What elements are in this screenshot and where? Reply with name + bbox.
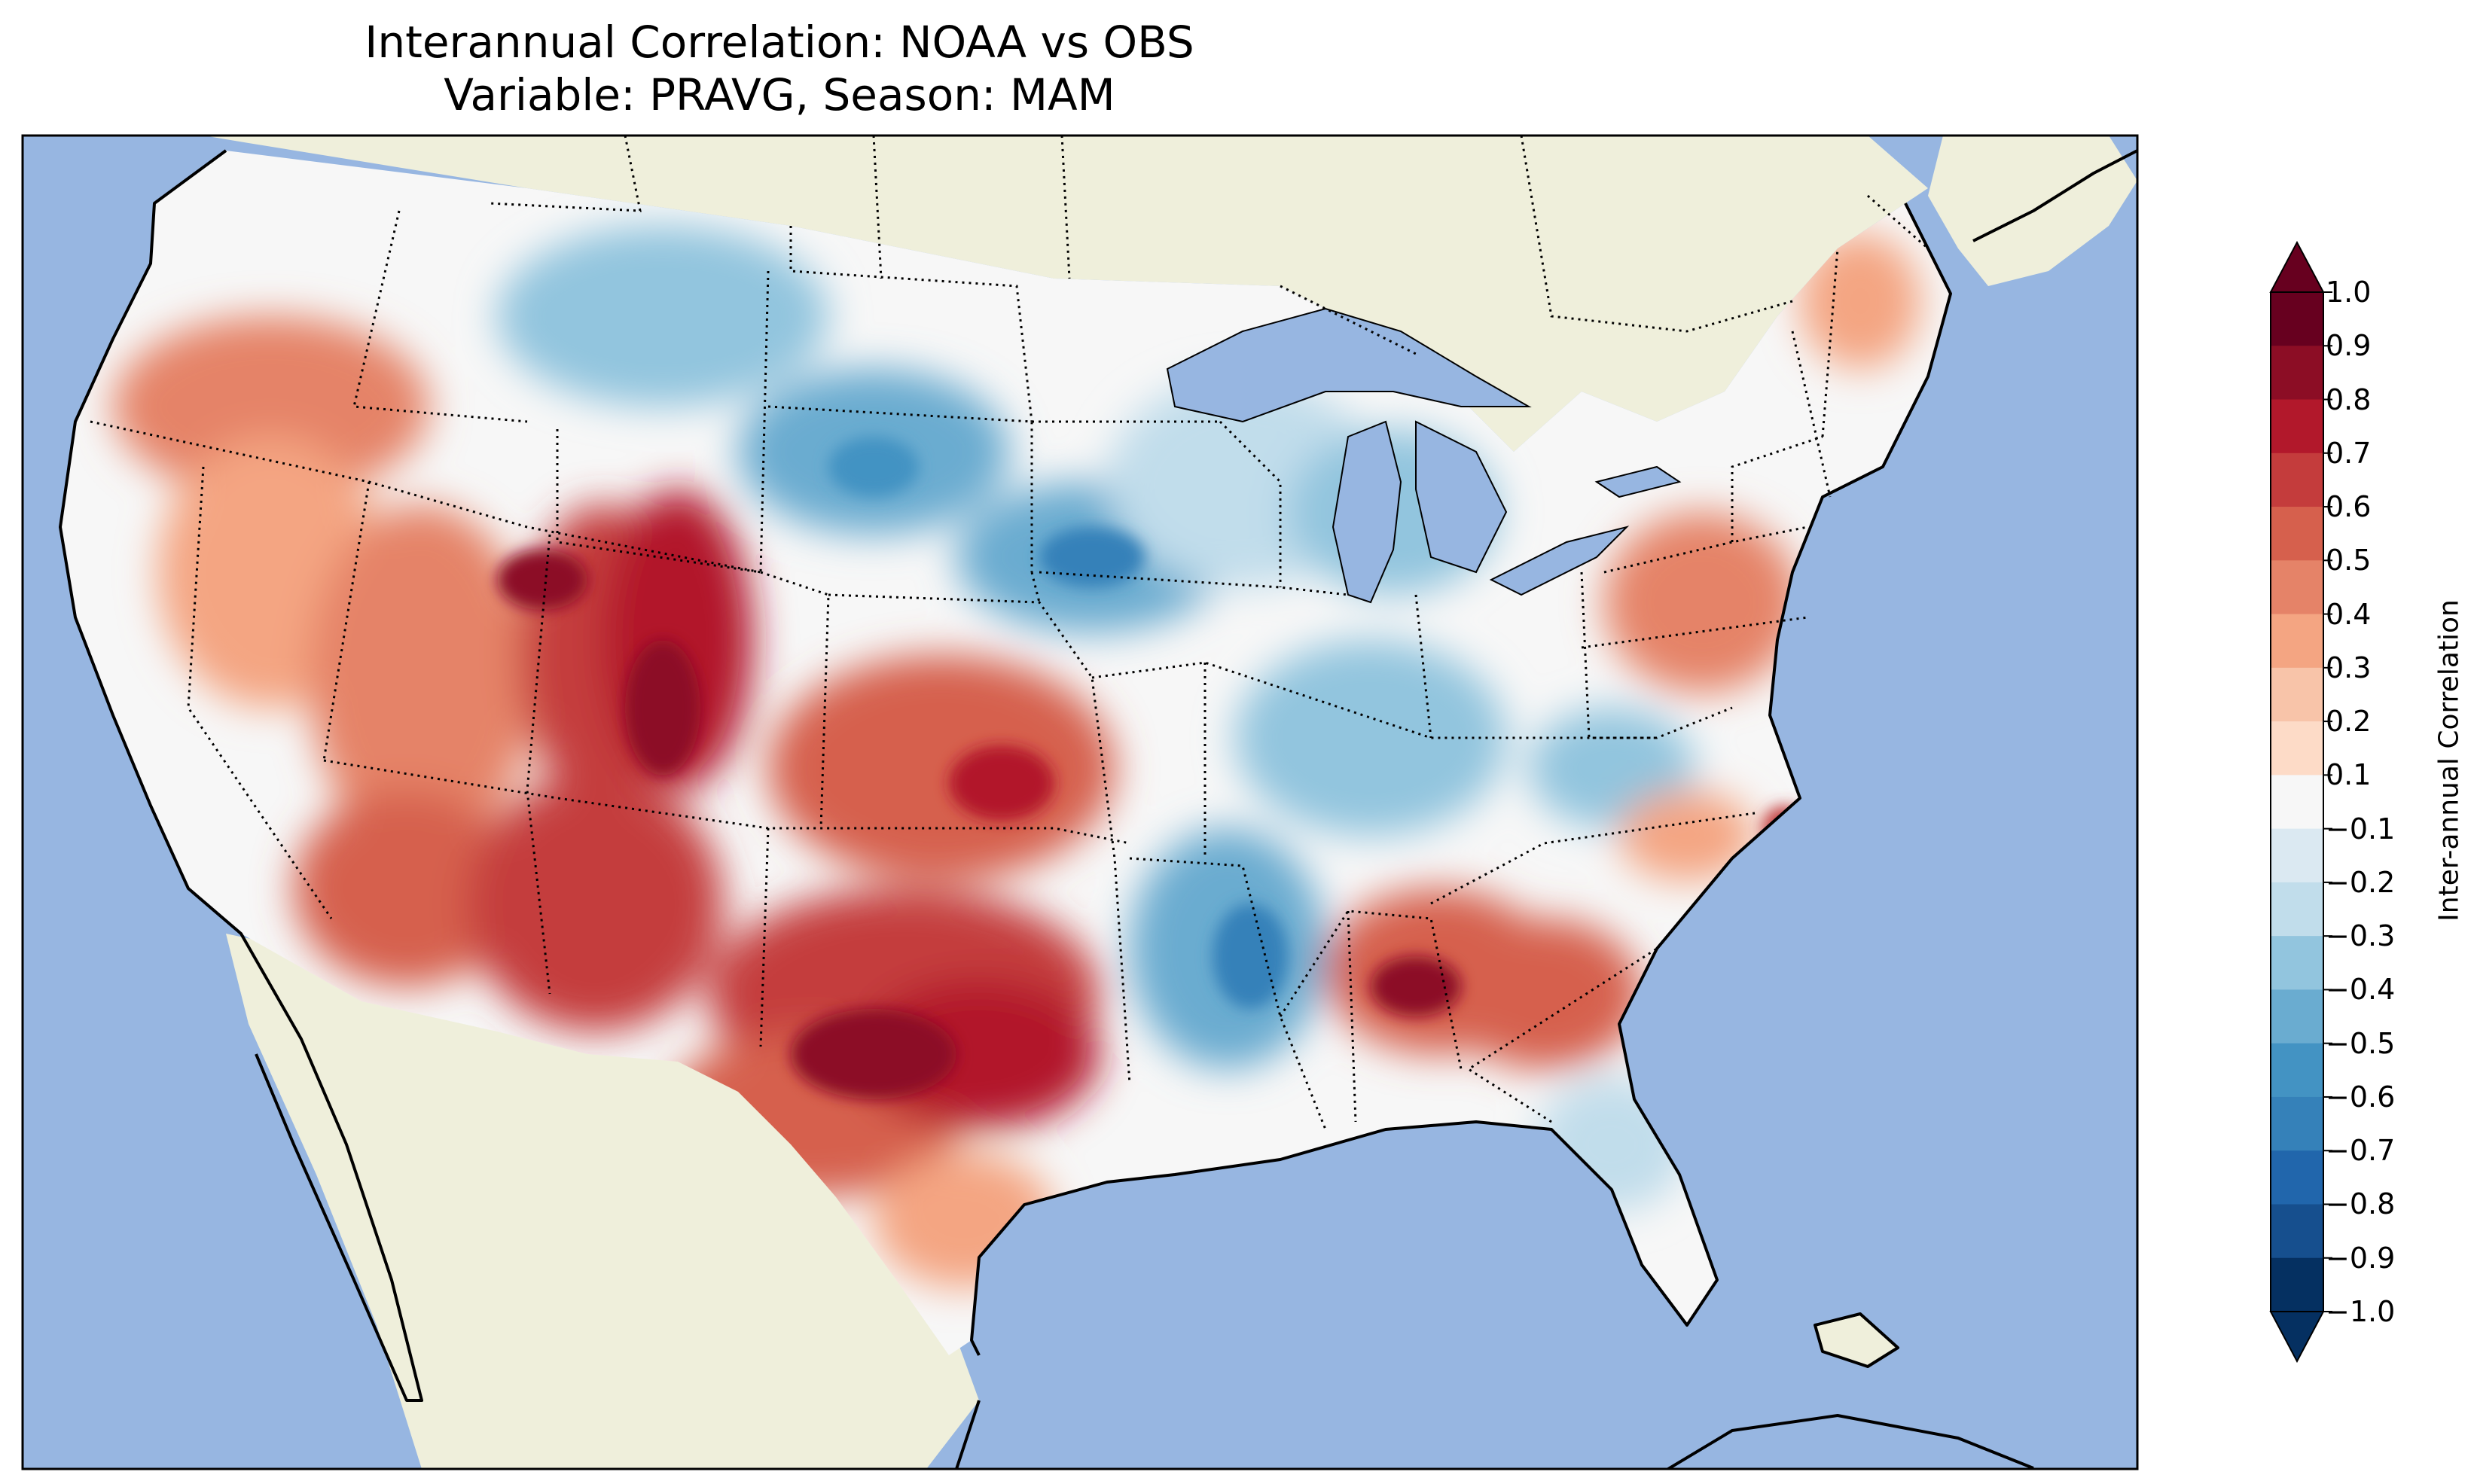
colorbar-tick-label: 1.0 [2326, 276, 2372, 309]
colorbar-tick-label: −0.7 [2326, 1134, 2396, 1168]
colorbar-bin [2271, 1150, 2323, 1205]
colorbar-bin [2271, 560, 2323, 615]
colorbar-bin [2271, 775, 2323, 830]
colorbar-tick-label: 0.2 [2326, 705, 2372, 739]
colorbar-tick-label: 0.7 [2326, 436, 2372, 470]
colorbar-tick-label: 0.5 [2326, 544, 2372, 577]
map-frame [21, 134, 2139, 1470]
title-line-1: Interannual Correlation: NOAA vs OBS [365, 17, 1194, 68]
colorbar-tick-label: −1.0 [2326, 1295, 2396, 1328]
colorbar-bin [2271, 989, 2323, 1044]
colorbar-bin [2271, 399, 2323, 454]
colorbar-tick-label: −0.3 [2326, 919, 2396, 953]
lake-erie [1489, 526, 1630, 596]
lake-superior [1166, 307, 1532, 423]
colorbar-tick-label: 0.3 [2326, 651, 2372, 684]
colorbar-tick-label: −0.1 [2326, 812, 2396, 846]
colorbar-tick-label: −0.2 [2326, 865, 2396, 899]
colorbar-label: Inter-annual Correlation [2433, 599, 2465, 922]
title-line-2: Variable: PRAVG, Season: MAM [444, 69, 1115, 120]
colorbar-bin [2271, 828, 2323, 883]
colorbar-bin [2271, 882, 2323, 937]
lake-ontario [1594, 465, 1682, 498]
colorbar-tick-label: 0.1 [2326, 758, 2372, 792]
colorbar-bin [2271, 507, 2323, 561]
national-border [1280, 136, 1929, 355]
colorbar-bin [2271, 453, 2323, 507]
colorbar-tick-label: −0.8 [2326, 1187, 2396, 1221]
land-canada [203, 136, 1928, 452]
colorbar-tick-label: 0.6 [2326, 490, 2372, 524]
great-lakes [1166, 307, 1682, 604]
colorbar-tick-label: −0.6 [2326, 1080, 2396, 1114]
colorbar-extend-top [2269, 240, 2325, 293]
colorbar-bin [2271, 1043, 2323, 1098]
colorbar-bin [2271, 721, 2323, 776]
lake-michigan [1332, 420, 1402, 604]
coastlines [59, 149, 2137, 1469]
state-borders [90, 136, 1839, 1130]
lake-huron [1415, 420, 1508, 574]
colorbar-tick-label: −0.4 [2326, 973, 2396, 1007]
colorbar-bin [2271, 346, 2323, 401]
colorbar-bin [2271, 1096, 2323, 1151]
colorbar-bin [2271, 667, 2323, 722]
colorbar-tick-label: −0.5 [2326, 1026, 2396, 1060]
colorbar-bin [2271, 614, 2323, 669]
colorbar-bin [2271, 292, 2323, 346]
colorbar-tick-label: −0.9 [2326, 1241, 2396, 1275]
colorbar-extend-bottom [2269, 1311, 2325, 1364]
colorbar-tick-label: 0.9 [2326, 329, 2372, 363]
colorbar-bin [2271, 1257, 2323, 1312]
colorbar-bin [2271, 1204, 2323, 1259]
colorbar-tick-label: 0.8 [2326, 382, 2372, 416]
colorbar-tick-label: 0.4 [2326, 597, 2372, 631]
colorbar-bin [2271, 936, 2323, 990]
colorbar-frame [2270, 291, 2324, 1312]
land-cuba [1815, 1314, 1898, 1367]
